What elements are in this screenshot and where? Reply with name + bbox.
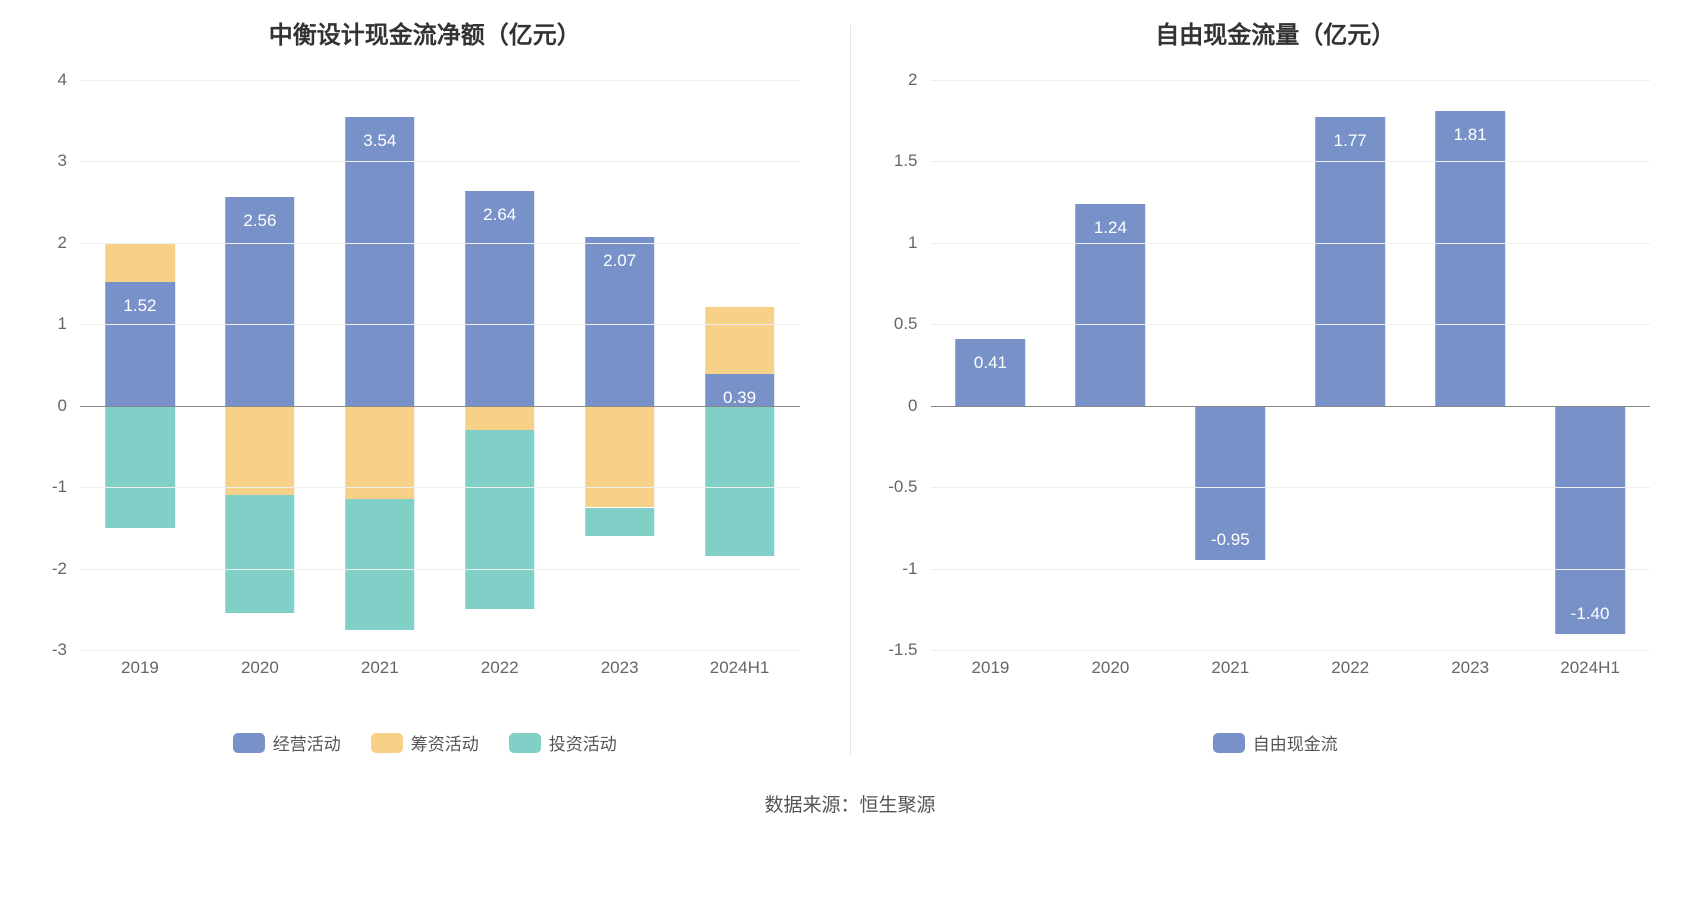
charts-container: 中衡设计现金流净额（亿元） -3-2-101234 1.522.563.542.…: [0, 0, 1700, 755]
legend-label: 经营活动: [273, 730, 341, 755]
y-tick-label: -1: [902, 559, 917, 579]
legend-swatch: [371, 733, 403, 753]
grid-line: [931, 161, 1651, 162]
bar-value-label: 2.56: [243, 211, 276, 231]
y-tick-label: 3: [58, 151, 67, 171]
bar-segment: [225, 406, 295, 496]
bar-value-label: 2.07: [603, 251, 636, 271]
y-tick-label: 0: [58, 396, 67, 416]
legend-item: 投资活动: [509, 730, 617, 755]
legend-label: 投资活动: [549, 730, 617, 755]
y-tick-label: -1.5: [888, 640, 917, 660]
y-tick-label: 2: [908, 70, 917, 90]
right-bars-layer: 0.41 1.24 -0.95 1.77 1.81 -1.40: [931, 80, 1651, 650]
bar-value-label: 1.24: [1094, 218, 1127, 238]
x-tick-label: 2021: [361, 658, 399, 678]
y-tick-label: 1.5: [894, 151, 918, 171]
bar-segment: [465, 430, 535, 609]
x-tick-label: 2020: [241, 658, 279, 678]
bar-value-label: -1.40: [1571, 604, 1610, 624]
right-y-axis: -1.5-1-0.500.511.52: [881, 80, 926, 650]
y-tick-label: 0: [908, 396, 917, 416]
left-chart-panel: 中衡设计现金流净额（亿元） -3 -2 -1 0 1 2 3 4 1.52 2.56 3.54 2.…: [0, 15, 850, 755]
y-tick-label: -3: [52, 640, 67, 660]
bar-segment: [345, 499, 415, 629]
right-x-axis: 2019 2020 2021 2022 2023 2024H1: [931, 650, 1651, 690]
x-tick-label: 2021: [1211, 658, 1249, 678]
bar-value-label: 1.81: [1454, 125, 1487, 145]
bar-segment: [345, 406, 415, 500]
legend-swatch: [509, 733, 541, 753]
legend-label: 筹资活动: [411, 730, 479, 755]
grid-line: [931, 487, 1651, 488]
grid-line: [80, 487, 800, 488]
bar-segment: [105, 406, 175, 528]
grid-line: [931, 406, 1651, 407]
bar-value-label: 0.41: [974, 353, 1007, 373]
bar-segment: [585, 406, 655, 508]
bar-segment: [585, 508, 655, 537]
bar-value-label: 3.54: [363, 131, 396, 151]
left-bars-layer: 1.522.563.542.642.070.39: [80, 80, 800, 650]
legend-item: 筹资活动: [371, 730, 479, 755]
grid-line: [931, 243, 1651, 244]
legend-item: 经营活动: [233, 730, 341, 755]
grid-line: [80, 161, 800, 162]
left-plot-area: -3-2-101234 1.522.563.542.642.070.39: [80, 80, 800, 650]
bar: [1555, 406, 1625, 634]
y-tick-label: 2: [58, 233, 67, 253]
grid-line: [931, 80, 1651, 81]
legend-label: 自由现金流: [1253, 730, 1338, 755]
bar-value-label: 2.64: [483, 205, 516, 225]
bar-segment: [705, 307, 775, 374]
x-tick-label: 2022: [481, 658, 519, 678]
grid-line: [80, 80, 800, 81]
right-legend: 自由现金流: [881, 730, 1671, 755]
x-tick-label: 2023: [601, 658, 639, 678]
grid-line: [80, 406, 800, 407]
y-tick-label: -1: [52, 477, 67, 497]
x-tick-label: 2020: [1091, 658, 1129, 678]
y-tick-label: 1: [58, 314, 67, 334]
left-y-axis: -3-2-101234: [30, 80, 75, 650]
grid-line: [80, 324, 800, 325]
left-legend: 经营活动 筹资活动 投资活动: [30, 730, 820, 755]
y-tick-label: -0.5: [888, 477, 917, 497]
y-tick-label: 0.5: [894, 314, 918, 334]
x-tick-label: 2024H1: [1560, 658, 1620, 678]
left-chart-title: 中衡设计现金流净额（亿元）: [30, 15, 820, 50]
legend-swatch: [233, 733, 265, 753]
bar-value-label: -0.95: [1211, 530, 1250, 550]
right-chart-title: 自由现金流量（亿元）: [881, 15, 1671, 50]
legend-item: 自由现金流: [1213, 730, 1338, 755]
y-tick-label: 4: [58, 70, 67, 90]
bar-value-label: 1.77: [1334, 131, 1367, 151]
data-source-label: 数据来源：恒生聚源: [0, 790, 1700, 817]
x-tick-label: 2019: [121, 658, 159, 678]
left-x-axis: 2019 2020 2021 2022 2023 2024H1: [80, 650, 800, 690]
grid-line: [931, 569, 1651, 570]
bar-segment: [105, 243, 175, 282]
legend-swatch: [1213, 733, 1245, 753]
grid-line: [931, 324, 1651, 325]
grid-line: [80, 569, 800, 570]
x-tick-label: 2024H1: [710, 658, 770, 678]
x-tick-label: 2019: [972, 658, 1010, 678]
bar-segment: [705, 406, 775, 557]
y-tick-label: 1: [908, 233, 917, 253]
y-tick-label: -2: [52, 559, 67, 579]
grid-line: [80, 243, 800, 244]
bar-value-label: 1.52: [123, 296, 156, 316]
bar-segment: [465, 406, 535, 430]
right-chart-panel: 自由现金流量（亿元） -1.5 -1 -0.5 0 0.5 1 1.5 2 0.41 1.24 -…: [851, 15, 1700, 755]
x-tick-label: 2022: [1331, 658, 1369, 678]
bar: [1435, 111, 1505, 406]
x-tick-label: 2023: [1451, 658, 1489, 678]
bar-segment: [225, 495, 295, 613]
right-plot-area: -1.5-1-0.500.511.52 0.411.24-0.951.771.8…: [931, 80, 1651, 650]
